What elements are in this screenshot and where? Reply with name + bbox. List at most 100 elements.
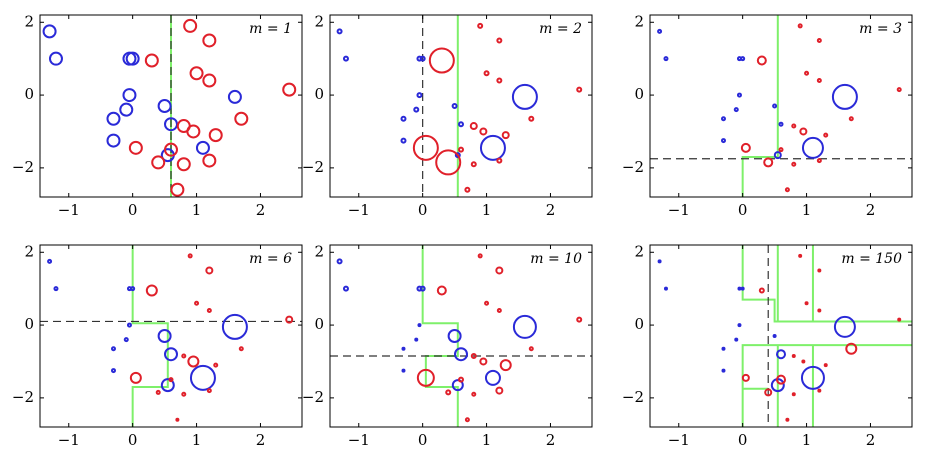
data-point [740,56,746,62]
data-point [764,388,773,397]
data-point [206,388,212,394]
data-point [151,155,166,170]
data-point [816,158,822,164]
panel-label: m = 1 [249,21,292,37]
data-point [164,117,178,132]
plot-area [650,15,912,197]
data-point [342,285,349,292]
data-point [720,116,726,122]
data-point [119,102,134,117]
data-point [528,115,535,122]
x-tick-label: 1 [802,431,812,449]
data-point [831,83,858,110]
data-point [756,55,767,66]
y-tick-label: −2 [622,158,644,176]
plot-frame [329,244,593,428]
data-point [183,18,198,33]
data-point [845,342,858,355]
data-point [496,308,502,314]
panel-label: m = 3 [859,21,902,37]
y-tick-label: −2 [12,158,34,176]
data-point [106,111,121,126]
data-point [130,286,136,292]
data-point [435,149,462,176]
data-point [336,258,343,265]
data-point [458,121,464,128]
plot-area [657,245,912,427]
data-point [202,73,217,88]
data-point [436,285,447,296]
data-point [122,88,137,103]
data-point [817,308,822,313]
data-point [804,301,809,306]
data-point [416,368,435,387]
data-point [400,115,407,122]
y-tick-label: −2 [302,388,324,406]
y-tick-label: −2 [622,388,644,406]
x-tick-label: 2 [546,201,556,219]
data-point [47,258,53,264]
data-point [495,266,504,275]
x-tick-label: 1 [192,201,202,219]
data-point [221,313,248,340]
data-point [155,389,161,395]
data-point [157,99,172,113]
data-point [528,346,534,352]
data-point [496,37,503,44]
data-point [477,253,483,259]
x-tick-label: 0 [128,201,138,219]
data-point [428,47,455,74]
data-point [412,134,439,161]
data-point [501,131,510,140]
data-point [48,51,63,66]
data-point [181,353,187,359]
data-point [42,24,57,39]
data-point [451,103,458,109]
data-point [663,286,668,291]
data-point [740,286,745,291]
data-point [145,284,158,297]
data-point [282,82,297,97]
y-tick-label: 0 [634,315,644,333]
data-point [336,28,343,35]
data-point [342,55,349,62]
y-tick-label: 2 [634,242,644,260]
data-point [797,23,803,29]
data-point [817,388,822,393]
x-tick-label: −1 [58,201,80,219]
data-point [791,123,797,129]
y-tick-label: 0 [24,85,34,103]
data-point [778,121,784,127]
data-point [823,132,829,138]
data-point [464,417,470,423]
data-point [833,315,856,338]
data-point [413,106,420,113]
data-point [123,337,129,343]
data-point [470,161,477,168]
x-tick-label: 2 [866,431,876,449]
data-point [817,268,822,273]
y-tick-label: 2 [24,242,34,260]
data-point [816,78,822,84]
panel-label: m = 150 [841,251,902,267]
y-tick-label: −2 [12,388,34,406]
data-point [776,349,786,360]
x-tick-label: −1 [348,431,370,449]
data-point [451,379,464,392]
data-point [419,285,426,292]
data-point [791,392,796,397]
x-tick-label: 0 [418,431,428,449]
data-point [484,369,501,386]
data-point [53,286,59,292]
plot-area [42,15,297,197]
data-point [479,127,488,136]
x-tick-label: 1 [192,431,202,449]
panel-label: m = 2 [539,21,582,37]
data-point [776,374,786,385]
data-point [401,368,406,373]
data-point [400,137,407,144]
y-tick-label: 2 [24,12,34,30]
y-tick-label: 0 [314,85,324,103]
y-tick-label: 0 [314,315,324,333]
data-point [772,103,778,109]
